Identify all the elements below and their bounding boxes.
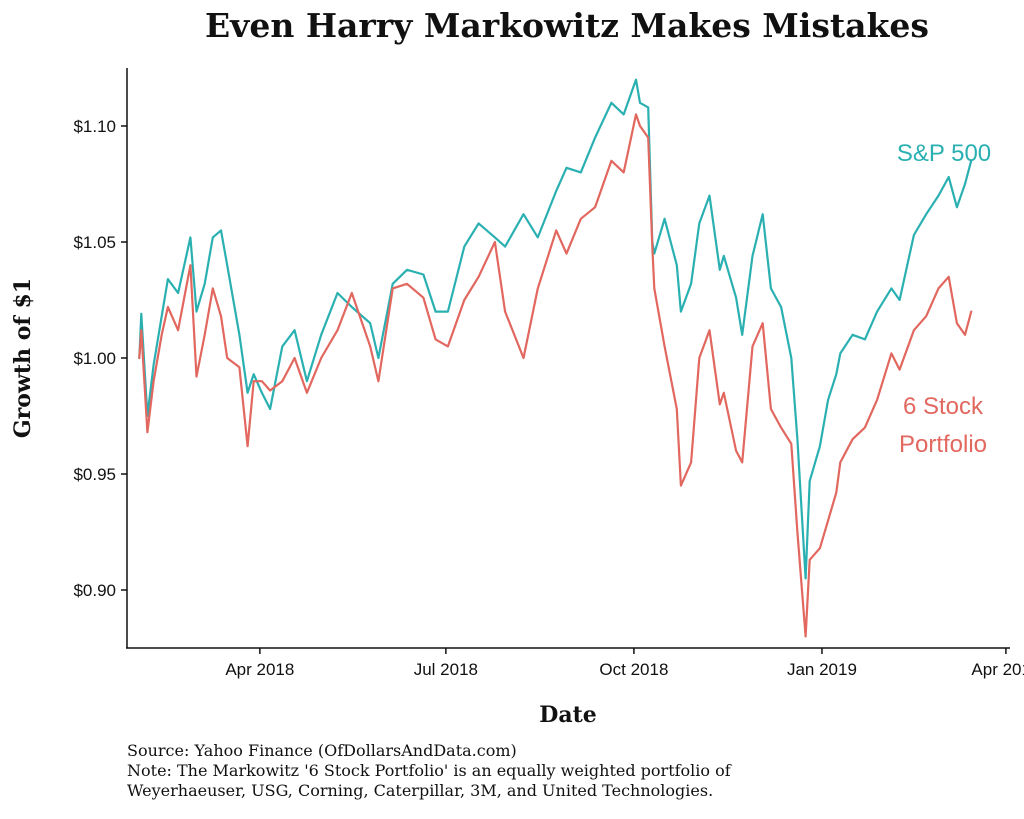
series-labels: S&P 500 6 Stock Portfolio xyxy=(897,140,991,458)
series-line-sp500 xyxy=(138,78,973,580)
series-label-six-stock-portfolio: 6 Stock xyxy=(903,393,984,420)
y-axis-title: Growth of $1 xyxy=(10,278,36,438)
chart-title: Even Harry Markowitz Makes Mistakes xyxy=(205,6,929,45)
y-tick-label: $0.95 xyxy=(73,465,116,484)
y-tick-label: $0.90 xyxy=(73,581,116,600)
series-line-six-stock-portfolio xyxy=(138,113,973,638)
plot-area xyxy=(138,78,973,638)
y-tick-label: $1.05 xyxy=(73,233,116,252)
y-axis-ticks: $0.90 $0.95 $1.00 $1.05 $1.10 xyxy=(73,117,127,600)
series-label-six-stock-portfolio: Portfolio xyxy=(899,431,987,458)
x-tick-label: Oct 2018 xyxy=(599,660,668,679)
footnote-note-line-1: Note: The Markowitz '6 Stock Portfolio' … xyxy=(127,761,732,780)
x-axis-title: Date xyxy=(539,702,597,728)
x-tick-label: Apr 2019 xyxy=(971,660,1024,679)
footnote-note-line-2: Weyerhaeuser, USG, Corning, Caterpillar,… xyxy=(127,781,713,800)
footnote-source: Source: Yahoo Finance (OfDollarsAndData.… xyxy=(127,741,517,760)
x-tick-label: Jan 2019 xyxy=(787,660,857,679)
x-axis-ticks: Apr 2018 Jul 2018 Oct 2018 Jan 2019 Apr 2019 xyxy=(225,648,1024,679)
x-tick-label: Apr 2018 xyxy=(225,660,294,679)
y-tick-label: $1.00 xyxy=(73,349,116,368)
x-tick-label: Jul 2018 xyxy=(414,660,478,679)
y-tick-label: $1.10 xyxy=(73,117,116,136)
series-label-sp500: S&P 500 xyxy=(897,140,991,167)
